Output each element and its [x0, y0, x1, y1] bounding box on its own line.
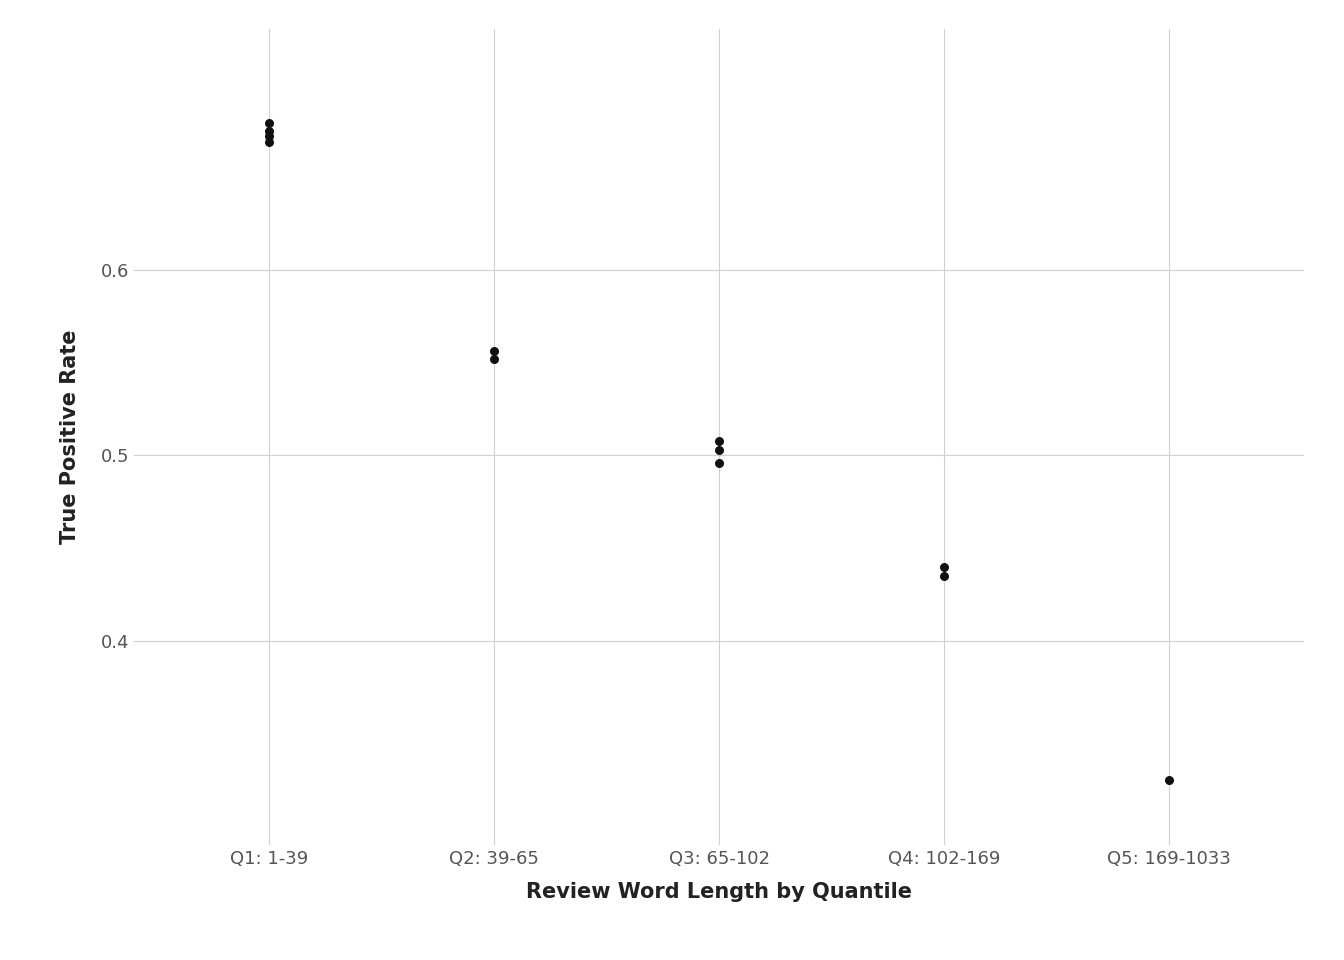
Point — [258, 129, 280, 144]
Point — [484, 344, 505, 359]
Point — [708, 443, 730, 458]
Point — [484, 351, 505, 367]
Point — [708, 433, 730, 448]
X-axis label: Review Word Length by Quantile: Review Word Length by Quantile — [526, 881, 913, 901]
Point — [1159, 772, 1180, 787]
Point — [933, 568, 954, 584]
Point — [258, 134, 280, 150]
Point — [258, 123, 280, 138]
Point — [708, 455, 730, 470]
Y-axis label: True Positive Rate: True Positive Rate — [60, 329, 81, 544]
Point — [258, 116, 280, 132]
Point — [933, 559, 954, 574]
